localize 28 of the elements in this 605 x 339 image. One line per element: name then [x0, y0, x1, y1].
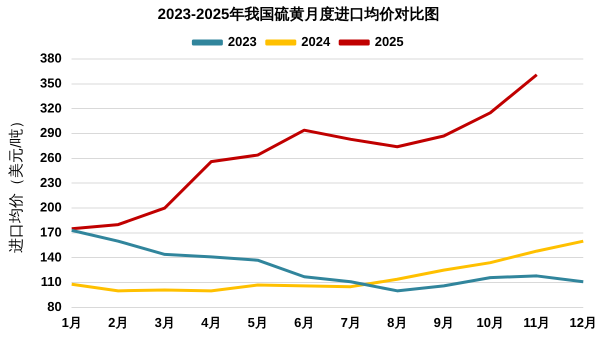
- y-tick-label: 140: [40, 249, 62, 264]
- x-tick-label: 11月: [523, 314, 550, 330]
- y-tick-label: 260: [40, 150, 62, 165]
- y-tick-label: 350: [40, 75, 62, 90]
- x-tick-label: 2月: [108, 314, 128, 330]
- y-tick-label: 200: [40, 200, 62, 215]
- y-tick-label: 170: [40, 224, 62, 240]
- legend-label: 2023: [228, 34, 257, 50]
- y-tick-label: 230: [40, 174, 62, 190]
- x-tick-label: 9月: [434, 314, 454, 330]
- y-axis-title: 进口均价（美元/吨）: [8, 114, 26, 253]
- x-tick-label: 5月: [248, 314, 268, 330]
- x-tick-label: 10月: [476, 314, 504, 330]
- chart-title: 2023-2025年我国硫黄月度进口均价对比图: [158, 5, 440, 24]
- y-tick-label: 380: [40, 50, 62, 66]
- x-tick-label: 6月: [294, 314, 314, 330]
- y-tick-label: 320: [40, 100, 62, 116]
- x-tick-label: 8月: [387, 314, 408, 330]
- y-tick-label: 110: [40, 274, 62, 290]
- y-tick-label: 80: [47, 298, 62, 314]
- x-tick-label: 1月: [62, 314, 82, 330]
- x-tick-label: 12月: [570, 314, 598, 330]
- x-tick-label: 7月: [340, 314, 361, 330]
- y-tick-label: 290: [40, 125, 62, 140]
- x-tick-label: 3月: [154, 314, 175, 330]
- legend-label: 2024: [301, 34, 331, 50]
- legend-label: 2025: [374, 34, 404, 50]
- x-tick-label: 4月: [201, 314, 222, 330]
